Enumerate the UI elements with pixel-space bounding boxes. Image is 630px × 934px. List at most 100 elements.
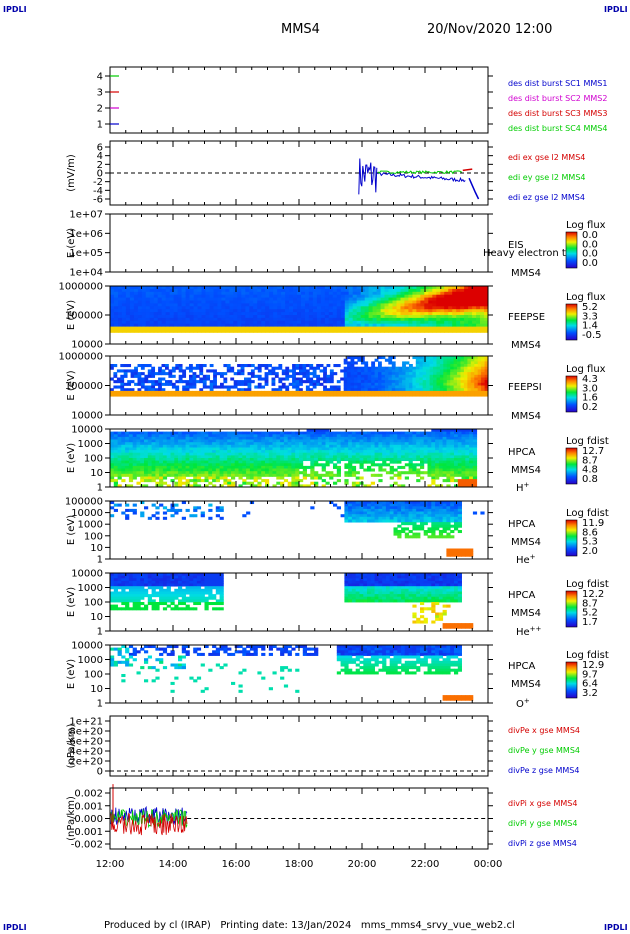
feepsi-pixel — [113, 372, 118, 376]
feepse-pixel — [340, 317, 346, 322]
hpca-h-pixel — [340, 436, 345, 440]
feepsi-pixel — [374, 388, 379, 392]
hpca-h-pixel — [287, 468, 292, 472]
hpca-h-pixel — [408, 460, 413, 464]
efield-ey-trace — [377, 170, 463, 175]
feepse-pixel — [440, 329, 445, 333]
hpca-h-pixel — [472, 473, 478, 477]
hpca-h-pixel — [257, 471, 262, 475]
hpca-he-pixel — [348, 519, 353, 523]
feepsi-pixel — [171, 382, 176, 386]
burst-legend-item: des dist burst SC4 MMS4 — [508, 124, 607, 133]
hpca-h-pixel — [215, 465, 220, 469]
hpca-h-pixel — [231, 455, 236, 459]
hpca-h-pixel — [200, 447, 205, 451]
hpca-h-pixel — [268, 468, 273, 472]
feepse-pixel — [145, 320, 151, 325]
feepse-pixel — [484, 315, 489, 319]
hpca-h-pixel — [355, 455, 360, 459]
hpca-h-pixel — [159, 439, 164, 443]
hpca-h-pixel — [238, 436, 243, 440]
feepse-pixel — [484, 300, 489, 304]
hpca-h-pixel — [212, 434, 217, 438]
feepsi-pixel — [116, 390, 121, 394]
hpca-h-pixel — [295, 434, 300, 438]
feepse-pixel — [133, 291, 139, 296]
feepse-pixel — [157, 329, 163, 333]
hpca-h-pixel — [155, 434, 160, 438]
hpca-h-pixel — [128, 463, 134, 467]
feepsi-pixel — [123, 382, 128, 386]
feepse-pixel — [436, 294, 441, 298]
feepsi-pixel — [474, 356, 479, 360]
hpca-h-pixel — [174, 447, 179, 451]
feepse-pixel — [364, 300, 370, 304]
hpca-h-pixel — [253, 452, 258, 456]
feepse-pixel — [221, 297, 226, 301]
feepse-pixel — [229, 323, 234, 327]
feepse-pixel — [114, 329, 119, 333]
hpca-h-pixel — [378, 463, 383, 467]
hpca-h-pixel — [181, 442, 186, 446]
hpca-h-pixel — [374, 436, 379, 440]
hpca-h-pixel — [159, 458, 164, 462]
feepsi-pixel — [123, 364, 128, 368]
feepse-pixel — [440, 309, 445, 313]
feepsi-pixel — [309, 377, 314, 381]
feepsi-pixel — [244, 388, 248, 392]
hpca-he-pixel — [193, 508, 198, 512]
hpca-h-pixel — [446, 429, 451, 433]
hpca-h-pixel — [287, 436, 292, 440]
hpca-h-pixel — [253, 450, 258, 454]
feepsi-pixel — [257, 385, 262, 389]
hpca-he-pixel — [382, 506, 387, 510]
feepse-pixel — [137, 300, 143, 304]
hpca-h-pixel — [363, 431, 368, 435]
feepse-pixel — [316, 297, 322, 301]
hpca-h-pixel — [442, 439, 447, 443]
feepsi-pixel — [120, 377, 125, 381]
hpca-h-pixel — [367, 455, 372, 459]
hpca-h-pixel — [469, 450, 474, 454]
hpca-h-pixel — [310, 473, 315, 477]
feepse-pixel — [245, 309, 250, 313]
feepse-pixel — [312, 297, 318, 301]
feepse-pixel — [436, 306, 441, 310]
feepsi-pixel — [123, 372, 128, 376]
hpca-h-pixel — [261, 442, 266, 446]
feepse-pixel — [336, 288, 342, 293]
hpca-h-pixel — [276, 442, 281, 446]
hpca-h-pixel — [314, 436, 319, 440]
feepse-pixel — [149, 320, 155, 325]
hpca-h-pixel — [204, 444, 209, 448]
hpca-h-pixel — [302, 465, 307, 469]
feepsi-pixel — [168, 372, 173, 376]
feepsi-pixel — [206, 390, 211, 394]
hpca-h-pixel — [110, 452, 115, 456]
feepse-pixel — [125, 303, 131, 307]
feepsi-pixel — [264, 390, 269, 394]
hpca-he-pixel — [389, 511, 394, 515]
feepse-pixel — [301, 320, 306, 325]
feepse-pixel — [153, 288, 159, 293]
feepsi-pixel — [240, 364, 245, 368]
hpca-h-pixel — [325, 455, 330, 459]
hpca-h-pixel — [404, 463, 409, 467]
hpca-h-pixel — [193, 458, 198, 462]
feepsi-pixel — [381, 390, 386, 394]
hpca-h-pixel — [193, 484, 198, 488]
hpca-he-pixel — [389, 506, 394, 510]
hpca-he-pixel — [162, 516, 168, 520]
hpca-h-pixel — [408, 434, 413, 438]
feepse-pixel — [229, 288, 234, 293]
hpca-h-pixel — [219, 436, 224, 440]
hpca-h-pixel — [472, 484, 478, 488]
feepse-pixel — [452, 329, 457, 333]
feepse-pixel — [332, 323, 338, 327]
feepse-pixel — [121, 291, 127, 296]
feepse-pixel — [281, 309, 286, 313]
hpca-h-pixel — [438, 463, 444, 467]
hpca-h-pixel — [295, 471, 300, 475]
feepsi-pixel — [185, 390, 190, 394]
hpca-h-pixel — [280, 465, 285, 469]
